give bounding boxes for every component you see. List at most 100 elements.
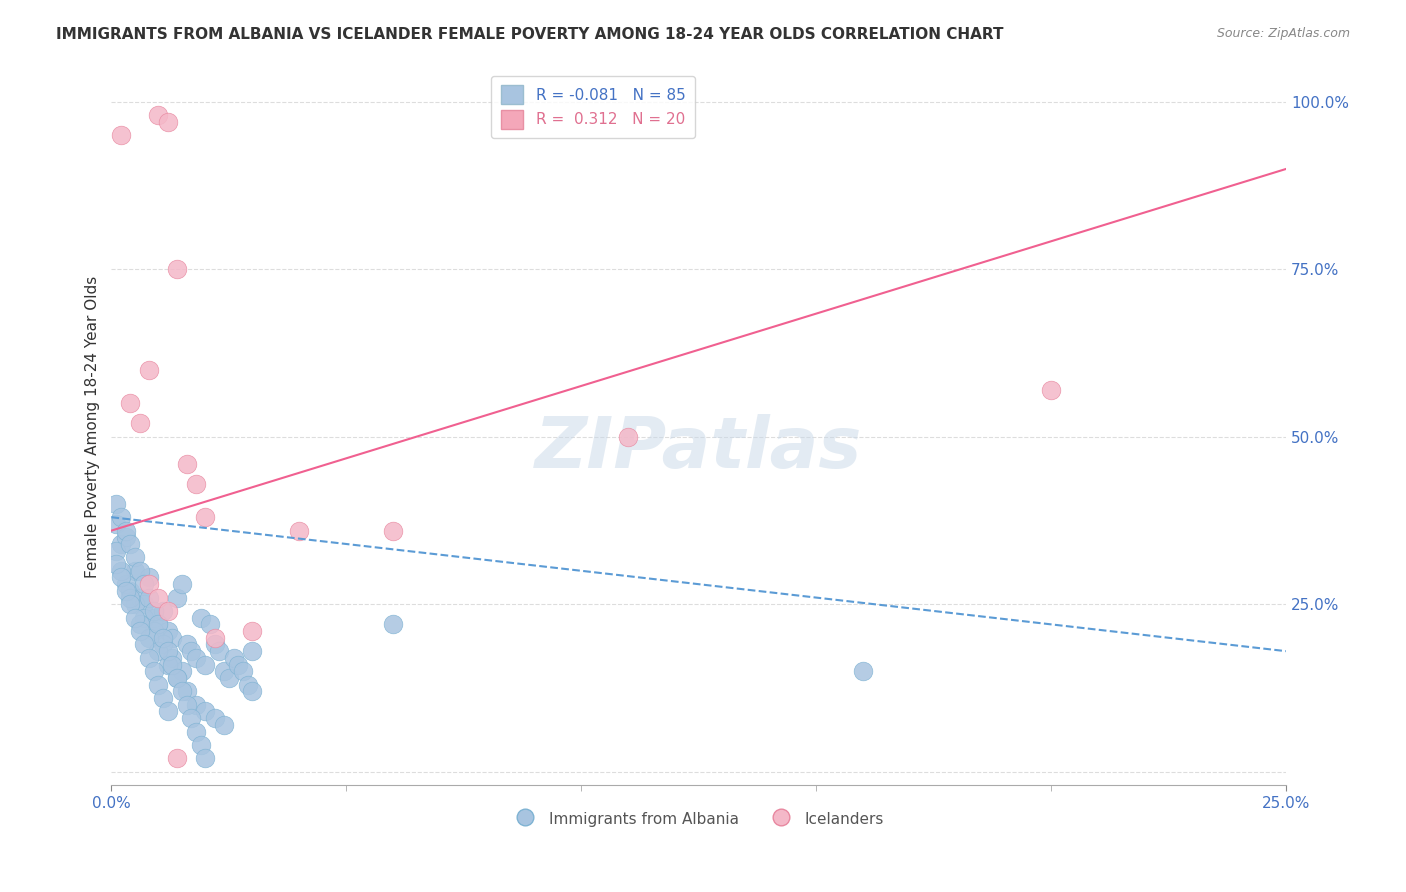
Text: ZIPatlas: ZIPatlas bbox=[536, 414, 862, 483]
Point bbox=[156, 705, 179, 719]
Point bbox=[148, 644, 170, 658]
Point bbox=[142, 604, 165, 618]
Point bbox=[226, 657, 249, 672]
Point bbox=[170, 665, 193, 679]
Point bbox=[120, 396, 142, 410]
Point bbox=[120, 597, 142, 611]
Point bbox=[120, 583, 142, 598]
Point bbox=[105, 516, 128, 531]
Point bbox=[105, 557, 128, 571]
Point bbox=[110, 510, 132, 524]
Point bbox=[152, 691, 174, 706]
Point bbox=[240, 644, 263, 658]
Point bbox=[148, 617, 170, 632]
Point bbox=[162, 657, 184, 672]
Point bbox=[288, 524, 311, 538]
Point bbox=[128, 617, 150, 632]
Point bbox=[166, 671, 188, 685]
Point bbox=[120, 537, 142, 551]
Point bbox=[194, 705, 217, 719]
Point bbox=[382, 617, 405, 632]
Point bbox=[156, 115, 179, 129]
Point bbox=[114, 530, 136, 544]
Point bbox=[120, 591, 142, 605]
Point bbox=[148, 591, 170, 605]
Point bbox=[170, 577, 193, 591]
Point bbox=[176, 698, 198, 712]
Point bbox=[204, 631, 226, 645]
Point bbox=[138, 363, 160, 377]
Point bbox=[124, 564, 146, 578]
Point bbox=[212, 665, 235, 679]
Point bbox=[240, 684, 263, 698]
Point bbox=[110, 128, 132, 143]
Y-axis label: Female Poverty Among 18-24 Year Olds: Female Poverty Among 18-24 Year Olds bbox=[86, 276, 100, 578]
Point bbox=[134, 637, 156, 651]
Point bbox=[190, 610, 212, 624]
Point bbox=[114, 577, 136, 591]
Point bbox=[176, 684, 198, 698]
Point bbox=[194, 751, 217, 765]
Point bbox=[180, 644, 202, 658]
Point bbox=[852, 665, 875, 679]
Text: Source: ZipAtlas.com: Source: ZipAtlas.com bbox=[1216, 27, 1350, 40]
Point bbox=[105, 497, 128, 511]
Point bbox=[138, 577, 160, 591]
Point bbox=[382, 524, 405, 538]
Point bbox=[114, 524, 136, 538]
Point bbox=[162, 650, 184, 665]
Point bbox=[222, 650, 245, 665]
Point bbox=[142, 665, 165, 679]
Point bbox=[166, 591, 188, 605]
Point bbox=[148, 108, 170, 122]
Point bbox=[114, 583, 136, 598]
Point bbox=[128, 591, 150, 605]
Point bbox=[194, 510, 217, 524]
Point bbox=[128, 564, 150, 578]
Point bbox=[232, 665, 254, 679]
Point bbox=[184, 724, 207, 739]
Point bbox=[170, 684, 193, 698]
Point bbox=[152, 604, 174, 618]
Point bbox=[180, 711, 202, 725]
Point bbox=[166, 671, 188, 685]
Point bbox=[184, 698, 207, 712]
Point bbox=[142, 610, 165, 624]
Legend: Immigrants from Albania, Icelanders: Immigrants from Albania, Icelanders bbox=[508, 804, 890, 835]
Point bbox=[128, 417, 150, 431]
Point bbox=[198, 617, 221, 632]
Point bbox=[148, 678, 170, 692]
Point bbox=[124, 597, 146, 611]
Point bbox=[212, 718, 235, 732]
Point bbox=[166, 262, 188, 277]
Point bbox=[156, 624, 179, 638]
Point bbox=[184, 650, 207, 665]
Point bbox=[204, 711, 226, 725]
Point bbox=[134, 597, 156, 611]
Text: IMMIGRANTS FROM ALBANIA VS ICELANDER FEMALE POVERTY AMONG 18-24 YEAR OLDS CORREL: IMMIGRANTS FROM ALBANIA VS ICELANDER FEM… bbox=[56, 27, 1004, 42]
Point bbox=[156, 657, 179, 672]
Point bbox=[152, 631, 174, 645]
Point bbox=[138, 570, 160, 584]
Point bbox=[204, 637, 226, 651]
Point bbox=[166, 751, 188, 765]
Point bbox=[138, 631, 160, 645]
Point bbox=[152, 637, 174, 651]
Point bbox=[236, 678, 259, 692]
Point bbox=[190, 738, 212, 752]
Point bbox=[105, 543, 128, 558]
Point bbox=[240, 624, 263, 638]
Point bbox=[194, 657, 217, 672]
Point bbox=[142, 624, 165, 638]
Point bbox=[128, 624, 150, 638]
Point bbox=[110, 537, 132, 551]
Point bbox=[134, 577, 156, 591]
Point bbox=[162, 631, 184, 645]
Point bbox=[617, 430, 640, 444]
Point bbox=[156, 604, 179, 618]
Point bbox=[184, 476, 207, 491]
Point bbox=[138, 591, 160, 605]
Point bbox=[110, 570, 132, 584]
Point bbox=[176, 457, 198, 471]
Point bbox=[124, 550, 146, 565]
